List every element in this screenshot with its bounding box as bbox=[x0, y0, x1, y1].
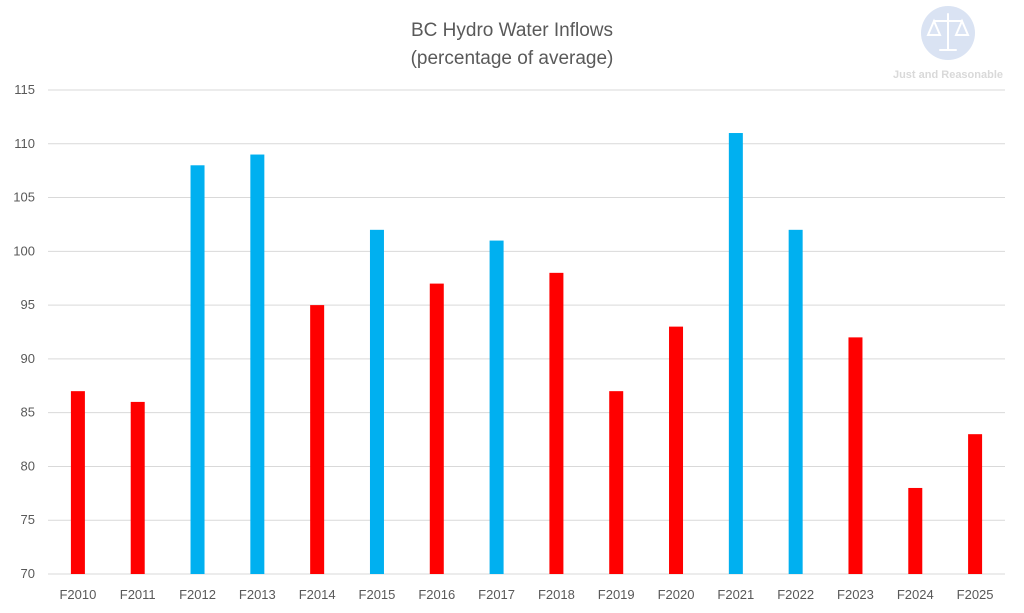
bar-f2024 bbox=[908, 487, 923, 574]
bar-f2011 bbox=[130, 401, 145, 574]
bar-f2020 bbox=[669, 326, 684, 574]
x-tick-label: F2010 bbox=[59, 587, 96, 602]
x-tick-label: F2023 bbox=[837, 587, 874, 602]
x-tick-label: F2014 bbox=[299, 587, 336, 602]
x-tick-label: F2025 bbox=[957, 587, 994, 602]
x-tick-label: F2024 bbox=[897, 587, 934, 602]
scales-of-justice-icon bbox=[926, 13, 970, 51]
x-tick-label: F2012 bbox=[179, 587, 216, 602]
x-tick-label: F2022 bbox=[777, 587, 814, 602]
y-axis-tick-labels: 70 75 80 85 90 95 100 105 110 115 bbox=[13, 82, 35, 581]
bar-f2016 bbox=[429, 283, 444, 574]
bar-f2010 bbox=[70, 391, 85, 574]
grid-layer bbox=[48, 89, 1005, 575]
x-tick-label: F2018 bbox=[538, 587, 575, 602]
y-tick-label: 105 bbox=[13, 190, 35, 205]
y-tick-label: 100 bbox=[13, 243, 35, 258]
bar-f2017 bbox=[489, 240, 504, 575]
y-tick-label: 70 bbox=[21, 566, 35, 581]
chart-title: BC Hydro Water Inflows bbox=[411, 20, 613, 41]
y-tick-label: 80 bbox=[21, 458, 35, 473]
bar-f2014 bbox=[310, 305, 325, 574]
bar-f2018 bbox=[549, 272, 564, 574]
y-tick-label: 90 bbox=[21, 351, 35, 366]
y-tick-label: 95 bbox=[21, 297, 35, 312]
y-tick-label: 110 bbox=[14, 136, 35, 151]
x-tick-label: F2015 bbox=[359, 587, 396, 602]
bar-f2015 bbox=[369, 229, 384, 575]
bar-f2012 bbox=[190, 165, 205, 575]
x-tick-label: F2011 bbox=[120, 587, 156, 602]
x-tick-label: F2013 bbox=[239, 587, 276, 602]
bar-f2013 bbox=[250, 154, 265, 575]
y-tick-label: 75 bbox=[21, 512, 35, 527]
bar-f2019 bbox=[609, 391, 624, 574]
x-tick-label: F2016 bbox=[418, 587, 455, 602]
y-tick-label: 85 bbox=[21, 405, 35, 420]
x-tick-label: F2021 bbox=[717, 587, 754, 602]
chart-subtitle: (percentage of average) bbox=[411, 48, 614, 69]
x-tick-label: F2017 bbox=[478, 587, 515, 602]
bar-f2025 bbox=[968, 434, 983, 574]
bar-f2021 bbox=[728, 133, 743, 574]
bar-f2022 bbox=[788, 229, 803, 575]
y-tick-label: 115 bbox=[14, 82, 35, 97]
x-tick-label: F2019 bbox=[598, 587, 635, 602]
x-tick-label: F2020 bbox=[658, 587, 695, 602]
logo: Just and Reasonable bbox=[876, 2, 1020, 88]
bar-f2023 bbox=[848, 337, 863, 574]
logo-text: Just and Reasonable bbox=[893, 69, 1003, 81]
x-axis-tick-labels: F2010 F2011 F2012 F2013 F2014 F2015 F2016 F2017… bbox=[59, 587, 993, 602]
bar-layer bbox=[70, 133, 983, 575]
